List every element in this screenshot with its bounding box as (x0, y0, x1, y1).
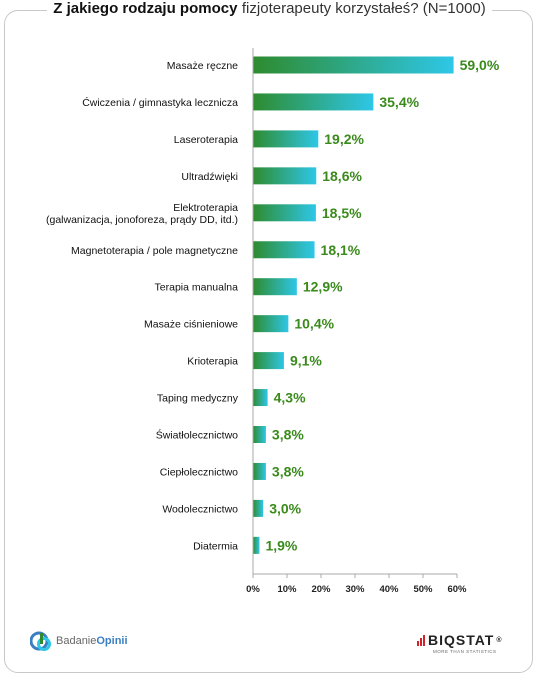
value-label-6: 12,9% (303, 279, 343, 295)
title-normal: fizjoterapeuty korzystałeś? (N=1000) (241, 0, 486, 17)
biqstat-brand: BIQSTAT (428, 632, 495, 648)
value-label-8: 9,1% (290, 353, 322, 369)
bar-3 (253, 167, 317, 185)
bar-12 (253, 499, 264, 517)
value-label-12: 3,0% (269, 500, 301, 516)
bar-2 (253, 130, 319, 148)
category-label-1: Ćwiczenia / gimnastyka lecznicza (82, 96, 238, 109)
category-label-9: Taping medyczny (157, 393, 239, 405)
category-label-13: Diatermia (193, 540, 238, 552)
chart-title: Z jakiego rodzaju pomocy fizjoterapeuty … (0, 0, 539, 20)
category-label-2: Laseroterapia (174, 134, 238, 146)
category-label-0: Masaże ręczne (167, 60, 238, 72)
badanie-opinii-logo: BadanieOpinii (29, 630, 128, 652)
value-label-1: 35,4% (379, 94, 419, 110)
category-label-12: Wodolecznictwo (162, 503, 238, 515)
category-label-5: Magnetoterapia / pole magnetyczne (71, 245, 238, 257)
x-tick-label-1: 10% (277, 584, 297, 595)
bar-13 (253, 536, 260, 554)
bar-5 (253, 241, 315, 259)
x-tick-label-6: 60% (447, 584, 467, 595)
value-label-5: 18,1% (321, 242, 361, 258)
bar-10 (253, 426, 266, 443)
value-label-3: 18,6% (322, 168, 362, 184)
x-tick-label-4: 40% (379, 584, 399, 595)
bar-8 (253, 352, 284, 370)
biqstat-reg: ® (496, 636, 503, 644)
bar-11 (253, 462, 266, 480)
value-label-11: 3,8% (272, 463, 304, 479)
bar-9 (253, 389, 268, 407)
value-label-4: 18,5% (322, 205, 362, 221)
x-tick-label-5: 50% (413, 584, 433, 595)
category-label-6: Terapia manualna (155, 282, 239, 294)
value-label-10: 3,8% (272, 427, 304, 443)
category-label-11: Ciepłolecznictwo (160, 466, 238, 478)
value-label-2: 19,2% (324, 131, 364, 147)
bar-0 (253, 56, 454, 74)
category-label-4: Elektroterapia (galwanizacja, jonoforeza,… (46, 202, 238, 226)
category-label-7: Masaże ciśnieniowe (144, 319, 238, 331)
category-label-10: Światłolecznictwo (156, 429, 238, 442)
bar-7 (253, 315, 289, 333)
biqstat-logo: BIQSTAT ® MORE THAN STATISTICS (417, 632, 517, 654)
bar-1 (253, 93, 374, 111)
category-label-3: Ultradźwięki (181, 171, 238, 183)
value-label-9: 4,3% (274, 390, 306, 406)
title-bold: Z jakiego rodzaju pomocy (53, 0, 238, 17)
value-label-13: 1,9% (265, 537, 297, 553)
category-label-8: Krioterapia (187, 356, 238, 368)
badanie-opinii-logo-icon (29, 630, 52, 652)
x-tick-label-3: 30% (345, 584, 365, 595)
biqstat-bars-icon (417, 634, 425, 646)
value-label-0: 59,0% (460, 57, 500, 73)
x-tick-label-2: 20% (311, 584, 331, 595)
biqstat-tagline: MORE THAN STATISTICS (433, 649, 497, 654)
bar-4 (253, 204, 316, 222)
value-label-7: 10,4% (294, 316, 334, 332)
bar-6 (253, 278, 297, 296)
badanie-opinii-text: BadanieOpinii (56, 635, 128, 647)
x-tick-label-0: 0% (246, 584, 260, 595)
